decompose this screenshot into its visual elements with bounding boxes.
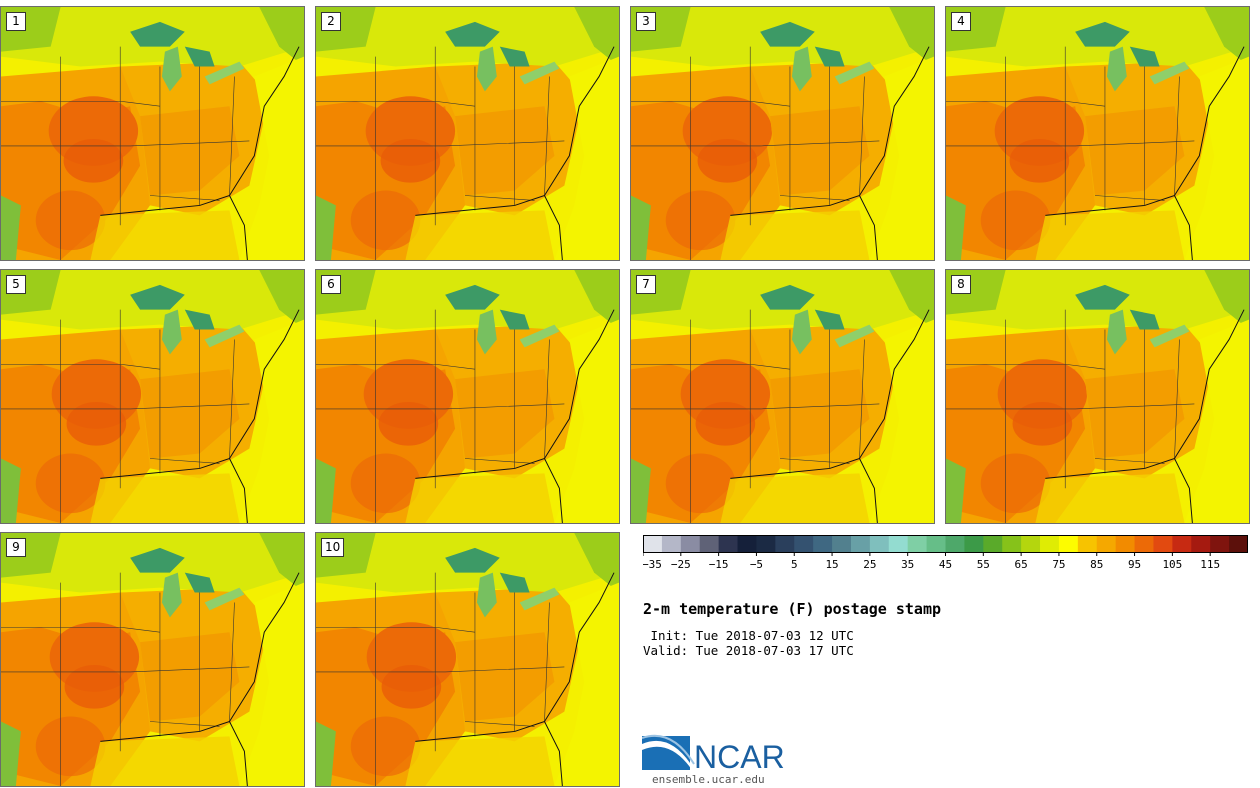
panel-label: 1 [6, 12, 26, 31]
colorbar-swatch [983, 535, 1003, 552]
colorbar-tick-label: 25 [863, 558, 876, 571]
colorbar-swatch [661, 535, 682, 552]
colorbar-tick-label: −25 [671, 558, 691, 571]
init-time: Init: Tue 2018-07-03 12 UTC [643, 628, 854, 643]
panel-label: 6 [321, 275, 341, 294]
map-panel-2: 2 [315, 6, 620, 261]
colorbar-swatch [850, 535, 871, 552]
colorbar-tick-label: 115 [1200, 558, 1220, 571]
colorbar-tick-label: 35 [901, 558, 914, 571]
colorbar-swatch [1040, 535, 1060, 552]
panel-label: 10 [321, 538, 345, 557]
colorbar-swatch [1134, 535, 1154, 552]
colorbar-swatch [945, 535, 965, 552]
colorbar-swatch [1058, 535, 1079, 552]
panel-label: 7 [636, 275, 656, 294]
colorbar-tick-label: 5 [791, 558, 798, 571]
colorbar-tick-label: 75 [1052, 558, 1065, 571]
map-panel-5: 5 [0, 269, 305, 524]
colorbar-swatch [1096, 535, 1117, 552]
map-panel-3: 3 [630, 6, 935, 261]
colorbar-swatch [699, 535, 720, 552]
colorbar-tick-label: 55 [977, 558, 990, 571]
colorbar-swatch [794, 535, 814, 552]
panel-label: 2 [321, 12, 341, 31]
panel-label: 4 [951, 12, 971, 31]
colorbar-swatch [813, 535, 833, 552]
panel-label: 5 [6, 275, 26, 294]
ncar-logo: NCAR [642, 734, 785, 775]
map-title: 2-m temperature (F) postage stamp [643, 600, 942, 618]
colorbar-tick-label: −15 [709, 558, 729, 571]
map-panel-1: 1 [0, 6, 305, 261]
colorbar-swatch [926, 535, 946, 552]
colorbar-swatch [1077, 535, 1098, 552]
colorbar-swatch [775, 535, 795, 552]
logo-url: ensemble.ucar.edu [652, 773, 765, 786]
map-panel-7: 7 [630, 269, 935, 524]
colorbar-swatch [869, 535, 890, 552]
colorbar-tick-label: 95 [1128, 558, 1141, 571]
colorbar-swatch [1115, 535, 1136, 552]
map-panel-4: 4 [945, 6, 1250, 261]
colorbar-swatch [680, 535, 701, 552]
colorbar-tick-label: 85 [1090, 558, 1103, 571]
colorbar-swatch [718, 535, 739, 552]
colorbar-swatch [1021, 535, 1041, 552]
colorbar-swatch [888, 535, 909, 552]
colorbar-swatch [1210, 535, 1230, 552]
logo-wordmark: NCAR [694, 739, 785, 775]
colorbar-swatch [1191, 535, 1211, 552]
colorbar-swatch [964, 535, 984, 552]
panel-label: 3 [636, 12, 656, 31]
colorbar-swatch [1229, 535, 1248, 552]
colorbar-swatch [1153, 535, 1173, 552]
colorbar-swatch [756, 535, 776, 552]
colorbar-tick-label: 105 [1162, 558, 1182, 571]
colorbar-tick-label: −5 [750, 558, 763, 571]
map-panel-9: 9 [0, 532, 305, 787]
map-panel-10: 10 [315, 532, 620, 787]
valid-time: Valid: Tue 2018-07-03 17 UTC [643, 643, 854, 658]
colorbar-swatch [907, 535, 928, 552]
panel-label: 9 [6, 538, 26, 557]
colorbar-tick-label: 15 [825, 558, 838, 571]
colorbar-swatch [1172, 535, 1192, 552]
colorbar-tick-label: 45 [939, 558, 952, 571]
colorbar-swatch [1002, 535, 1022, 552]
colorbar-swatch [832, 535, 852, 552]
map-panel-8: 8 [945, 269, 1250, 524]
colorbar-tick-label: 65 [1015, 558, 1028, 571]
temperature-colorbar: −35 −25 −15 −5 5 15 25 35 45 55 65 75 85 95 105 115 [643, 535, 1248, 571]
panel-label: 8 [951, 275, 971, 294]
colorbar-swatch [643, 535, 663, 552]
colorbar-tick-label: −35 [643, 558, 662, 571]
map-panel-6: 6 [315, 269, 620, 524]
colorbar-swatch [737, 535, 757, 552]
